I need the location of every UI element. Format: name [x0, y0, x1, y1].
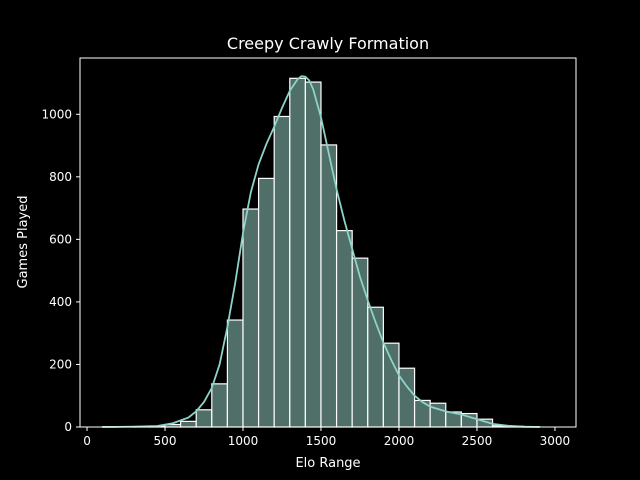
x-tick-label-2500: 2500	[462, 434, 493, 448]
y-tick-label-1000: 1000	[41, 107, 72, 121]
histogram-bar-9	[242, 208, 260, 428]
histogram-bar-5	[180, 420, 197, 428]
kde-curve	[102, 75, 540, 428]
histogram-bar-7	[211, 383, 229, 428]
histogram-bar-15	[335, 230, 353, 428]
x-tick-label-2000: 2000	[384, 434, 415, 448]
x-tick-label-500: 500	[154, 434, 177, 448]
histogram-bar-13	[304, 81, 322, 428]
histogram-bar-19	[398, 367, 416, 428]
histogram-bar-16	[351, 257, 369, 428]
x-axis-label: Elo Range	[295, 456, 360, 471]
y-tick-label-600: 600	[49, 232, 72, 246]
histogram-bar-17	[367, 306, 384, 428]
histogram-bar-8	[226, 319, 244, 428]
x-tick-label-3000: 3000	[540, 434, 571, 448]
y-axis-ticks: 0 200 400 600 800 1000	[41, 107, 80, 434]
y-tick-label-400: 400	[49, 295, 72, 309]
chart-title: Creepy Crawly Formation	[227, 34, 429, 53]
histogram-bar-12	[289, 77, 306, 428]
histogram-bar-10	[257, 177, 275, 428]
x-axis-ticks: 0 500 1000 1500 2000 2500 3000	[83, 427, 570, 448]
histogram-bar-11	[273, 115, 291, 428]
y-tick-label-200: 200	[49, 357, 72, 371]
y-tick-label-800: 800	[49, 170, 72, 184]
y-axis-label: Games Played	[16, 196, 31, 289]
x-tick-label-1000: 1000	[228, 434, 259, 448]
x-tick-label-1500: 1500	[306, 434, 337, 448]
bars-layer	[102, 77, 540, 428]
histogram-bar-6	[195, 409, 213, 428]
histogram-bar-18	[382, 342, 400, 428]
x-tick-label-0: 0	[83, 434, 91, 448]
plot-frame	[79, 57, 577, 428]
histogram-bar-14	[320, 144, 338, 428]
y-tick-label-0: 0	[64, 420, 72, 434]
